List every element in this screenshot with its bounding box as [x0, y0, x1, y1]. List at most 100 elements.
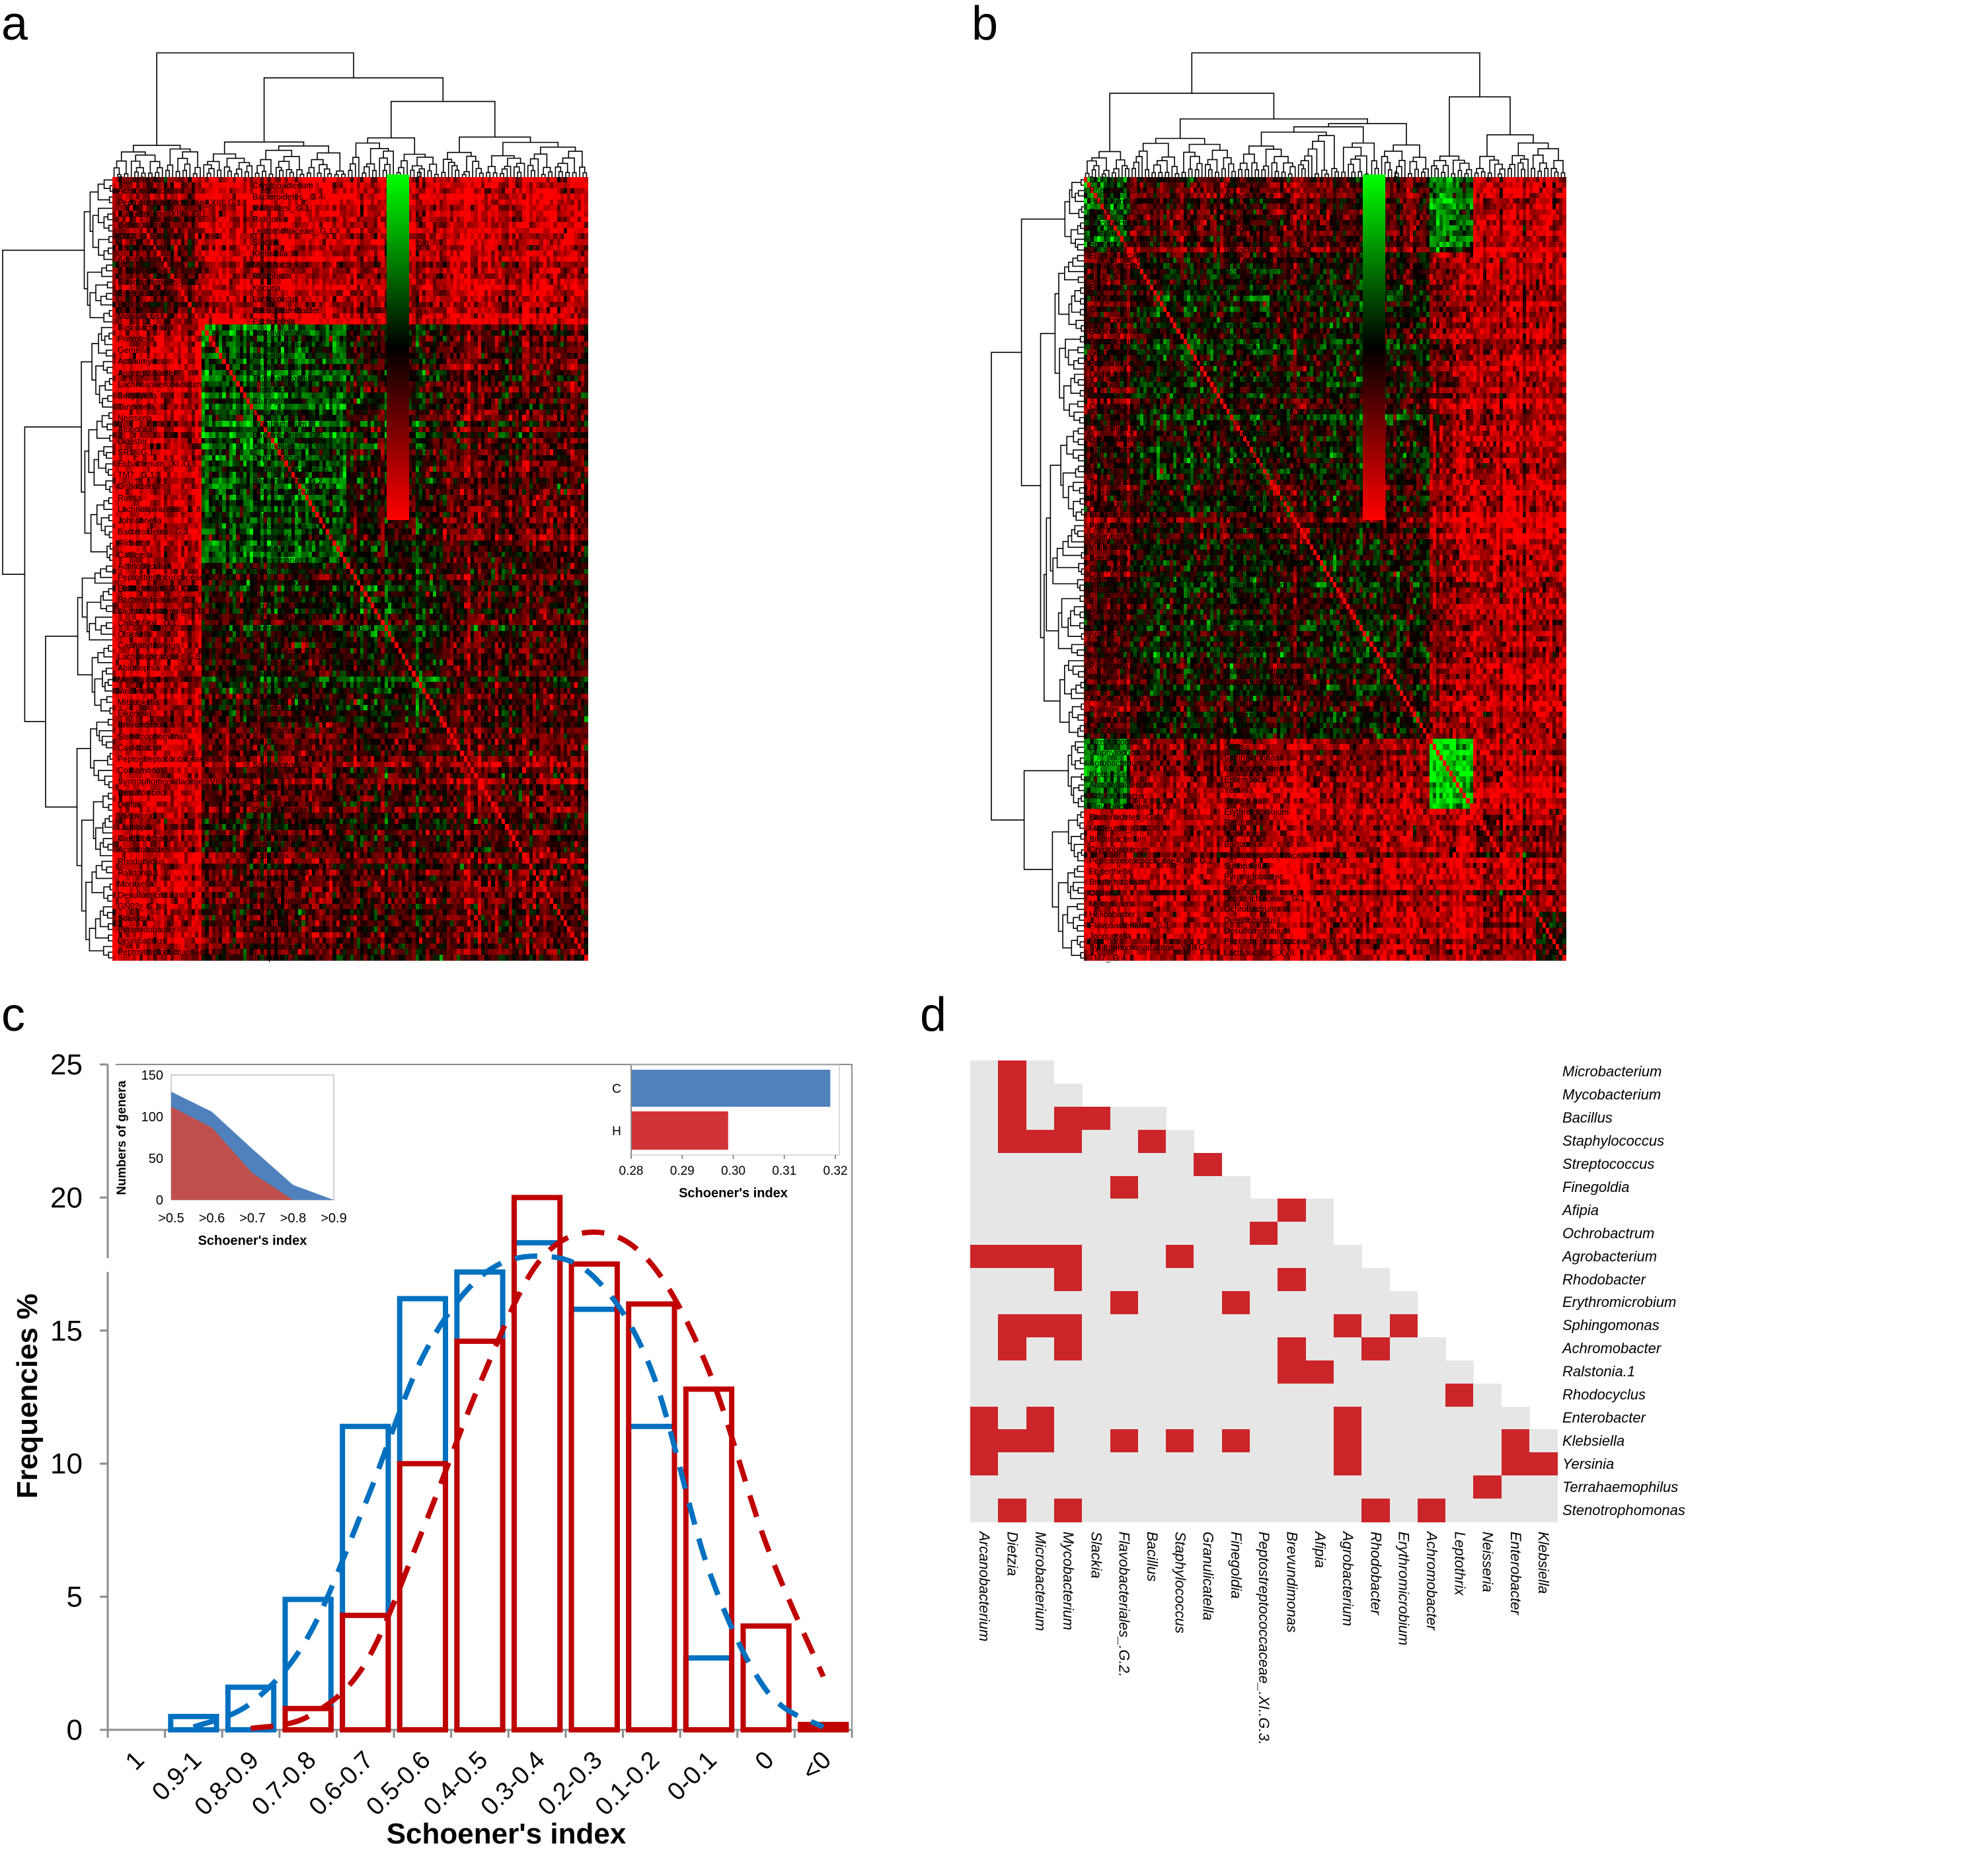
matrix-cell-absent — [1082, 1291, 1111, 1315]
row-label: Bergeyella — [118, 390, 157, 400]
row-label: Jonquetella — [1089, 932, 1131, 942]
row-label: Bacteroides — [252, 510, 297, 520]
column-dendrogram — [1085, 52, 1566, 177]
row-label: Parvimonas — [1089, 661, 1133, 671]
matrix-column-label: Erythromicrobium — [1395, 1532, 1412, 1646]
matrix-cell-absent — [1278, 1245, 1307, 1269]
bar-c-5 — [397, 1296, 449, 1732]
matrix-cell-absent — [1305, 1406, 1334, 1430]
bar-c-1 — [168, 1713, 219, 1733]
matrix-cell-absent — [1166, 1314, 1194, 1338]
row-label: Prevotella — [118, 334, 155, 344]
matrix-cell-absent — [1501, 1406, 1530, 1430]
matrix-cell-absent — [1305, 1268, 1334, 1292]
matrix-cell-absent — [1082, 1152, 1111, 1177]
row-label: Atopobium — [1089, 694, 1129, 704]
matrix-cell-absent — [1445, 1360, 1474, 1384]
matrix-cell-absent — [1529, 1475, 1558, 1499]
matrix-cell-absent — [1194, 1475, 1223, 1499]
matrix-cell-absent — [1333, 1291, 1362, 1315]
matrix-cell-absent — [1166, 1268, 1194, 1292]
row-label: Rhodocyclus — [1089, 186, 1137, 196]
row-label: Simonsiella — [252, 839, 295, 849]
matrix-cell-absent — [1221, 1452, 1250, 1476]
matrix-cell-absent — [998, 1291, 1027, 1315]
matrix-cell-present — [1166, 1429, 1194, 1453]
matrix-cell-absent — [1333, 1268, 1362, 1292]
row-label: Dialister — [1089, 704, 1120, 714]
matrix-cell-absent — [1250, 1452, 1278, 1476]
row-label: Propionibacterium — [1224, 526, 1291, 536]
row-label: Staphylococcus — [252, 760, 311, 770]
row-label: Mycoplasma — [252, 873, 299, 883]
matrix-cell-absent — [1166, 1337, 1194, 1361]
matrix-cell-absent — [1250, 1291, 1278, 1315]
row-label: Dietzia — [1224, 742, 1250, 752]
matrix-cell-absent — [1389, 1383, 1418, 1407]
matrix-cell-absent — [1221, 1222, 1250, 1245]
matrix-cell-absent — [1361, 1314, 1391, 1338]
matrix-cell-absent — [1166, 1406, 1194, 1430]
row-label: Stenotrophomonas — [118, 731, 188, 741]
row-label: Fretibacterium — [1089, 456, 1142, 466]
matrix-column-label: Peptostreptococcaceae_.XI..G.3. — [1256, 1532, 1273, 1745]
row-label: Pseudomonas — [252, 896, 305, 906]
matrix-cell-absent — [1137, 1199, 1166, 1222]
x-tick-label: 0.7-0.8 — [247, 1746, 321, 1821]
matrix-cell-absent — [1082, 1337, 1111, 1361]
matrix-cell-absent — [1026, 1337, 1055, 1361]
matrix-cell-absent — [1278, 1429, 1307, 1453]
inset-bar-tick-label: 0.32 — [823, 1164, 848, 1178]
row-label: Slackia — [252, 237, 280, 247]
matrix-column-label: Arcanobacterium — [976, 1532, 993, 1642]
matrix-cell-absent — [1026, 1268, 1055, 1292]
matrix-cell-absent — [1137, 1499, 1166, 1522]
row-label: Peptostreptococcus — [1224, 375, 1297, 385]
row-label: Sphingomonas — [252, 805, 308, 815]
matrix-cell-present — [1110, 1429, 1139, 1453]
matrix-row-label: Mycobacterium — [1562, 1086, 1662, 1103]
matrix-cell-present — [1529, 1452, 1558, 1476]
matrix-cell-absent — [1194, 1245, 1223, 1269]
matrix-column-label: Brevundimonas — [1283, 1532, 1301, 1633]
matrix-cell-absent — [998, 1152, 1027, 1177]
bar-h-8 — [568, 1261, 620, 1732]
row-label: Mitsuokella — [118, 697, 159, 707]
matrix-cell-absent — [1221, 1245, 1250, 1269]
row-label: Bacteroidetes_.G.5. — [1224, 418, 1297, 428]
matrix-cell-absent — [1221, 1268, 1250, 1292]
matrix-row-label: Yersinia — [1562, 1455, 1615, 1472]
matrix-cell-absent — [1305, 1291, 1334, 1315]
row-label: Shuttleworthia — [252, 635, 305, 645]
row-label: Peptococcus — [252, 453, 300, 463]
matrix-cell-absent — [1445, 1429, 1474, 1453]
matrix-column-label: Agrobacterium — [1340, 1532, 1357, 1627]
matrix-cell-absent — [1194, 1360, 1223, 1384]
matrix-cell-absent — [1026, 1383, 1055, 1407]
matrix-cell-absent — [1250, 1314, 1278, 1338]
inset-y-tick-label: 0 — [156, 1193, 163, 1208]
row-label: Desulfomicrobium — [1224, 926, 1291, 936]
bar-c-7 — [511, 1240, 563, 1732]
row-label: Delftia — [118, 799, 141, 809]
x-tick-label: <0 — [797, 1746, 837, 1786]
row-label: GN02_.G.1. — [1224, 591, 1268, 601]
row-label: Fusobacterium — [1089, 726, 1144, 736]
matrix-cell-absent — [1333, 1499, 1362, 1522]
row-label: Flavobacteriales_.G.2. — [118, 277, 201, 287]
row-label: Rhodocyclus — [118, 856, 165, 866]
matrix-cell-absent — [1250, 1199, 1278, 1222]
matrix-cell-absent — [1221, 1406, 1250, 1430]
matrix-cell-absent — [1305, 1245, 1334, 1269]
matrix-cell-absent — [1250, 1268, 1278, 1292]
panel-c-histogram: 051015202510.9-10.8-0.90.7-0.80.6-0.70.5… — [11, 1049, 853, 1850]
row-label: Catonella — [1224, 656, 1259, 666]
matrix-cell-absent — [1053, 1199, 1083, 1222]
row-label: Simonsiella — [1224, 861, 1266, 871]
row-label: Mogibacterium — [252, 419, 307, 429]
matrix-cell-absent — [1445, 1499, 1474, 1522]
matrix-cell-absent — [1278, 1383, 1307, 1407]
matrix-cell-absent — [1305, 1199, 1334, 1222]
row-label: TM7_.G.2. — [252, 907, 292, 917]
matrix-cell-absent — [1026, 1175, 1055, 1199]
